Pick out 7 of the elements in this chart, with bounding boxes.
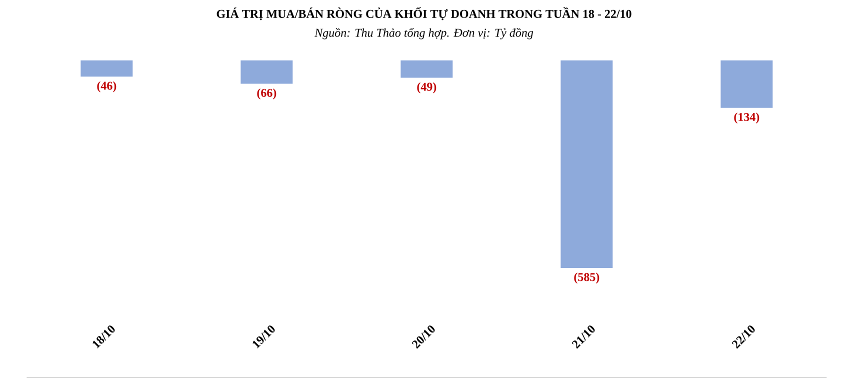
chart-subtitle: Nguồn: Thu Thảo tổng hợp. Đơn vị: Tỷ đồng (314, 28, 534, 40)
data-label: (585) (574, 272, 600, 284)
data-label: (134) (734, 112, 760, 124)
chart-title: GIÁ TRỊ MUA/BÁN RÒNG CỦA KHỐI TỰ DOANH TRONG TUẦN 18 - 22/10 (216, 7, 632, 20)
data-label: (49) (417, 82, 436, 94)
data-label: (46) (97, 81, 116, 92)
data-label: (66) (257, 88, 276, 100)
